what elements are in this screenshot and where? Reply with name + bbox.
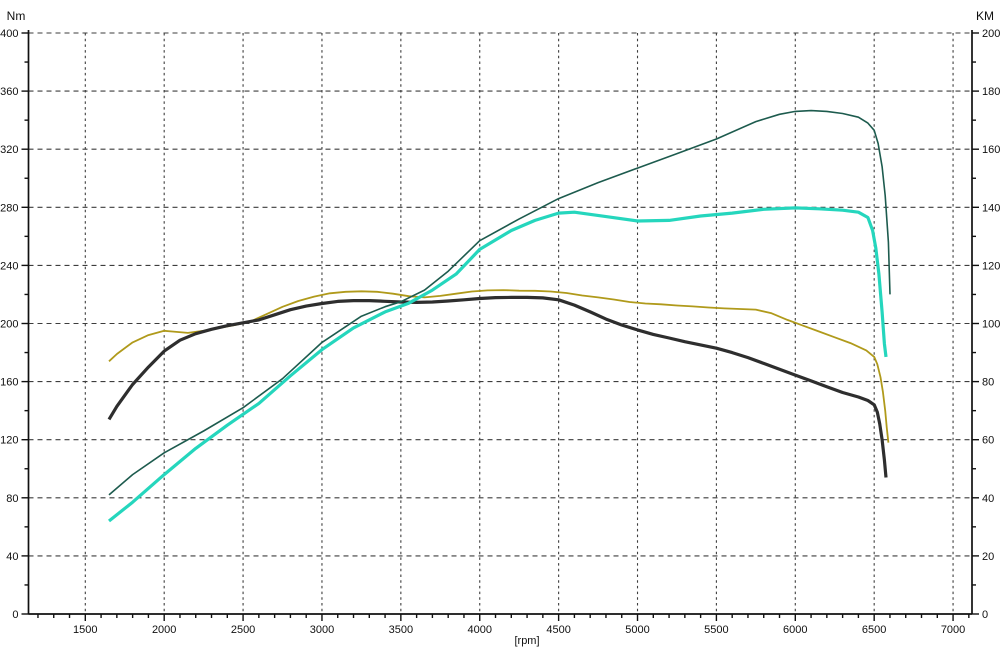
x-tick-label: 4500 bbox=[546, 624, 570, 636]
horizontal-gridlines bbox=[28, 32, 972, 557]
y-left-tick-label: 240 bbox=[0, 260, 18, 272]
y-right-tick-label: 0 bbox=[982, 609, 988, 621]
y-right-tick-label: 60 bbox=[982, 435, 994, 447]
y-left-tick-label: 120 bbox=[0, 435, 18, 447]
y-right-tick-label: 80 bbox=[982, 377, 994, 389]
axis-ticks bbox=[21, 32, 979, 621]
x-tick-label: 5500 bbox=[704, 624, 728, 636]
y-left-tick-label: 400 bbox=[0, 28, 18, 40]
x-tick-label: 5000 bbox=[625, 624, 649, 636]
y-left-tick-label: 360 bbox=[0, 86, 18, 98]
x-tick-label: 2000 bbox=[152, 624, 176, 636]
x-tick-label: 1500 bbox=[73, 624, 97, 636]
series-curves bbox=[107, 109, 891, 523]
y-right-tick-label: 120 bbox=[982, 260, 1000, 272]
y-right-tick-label: 160 bbox=[982, 144, 1000, 156]
x-tick-label: 3500 bbox=[389, 624, 413, 636]
y-right-axis-unit-label: KM bbox=[976, 9, 994, 23]
y-left-tick-label: 40 bbox=[6, 551, 18, 563]
x-tick-label: 6000 bbox=[783, 624, 807, 636]
axes bbox=[27, 30, 973, 615]
tick-labels: 0408012016020024028032036040002040608010… bbox=[0, 28, 1000, 636]
x-tick-label: 7000 bbox=[941, 624, 965, 636]
x-tick-label: 2500 bbox=[231, 624, 255, 636]
y-left-tick-label: 280 bbox=[0, 202, 18, 214]
y-left-tick-label: 320 bbox=[0, 144, 18, 156]
y-left-tick-label: 160 bbox=[0, 377, 18, 389]
y-right-tick-label: 140 bbox=[982, 202, 1000, 214]
y-right-tick-label: 40 bbox=[982, 493, 994, 505]
x-tick-label: 6500 bbox=[862, 624, 886, 636]
y-right-tick-label: 100 bbox=[982, 319, 1000, 331]
y-right-tick-label: 200 bbox=[982, 28, 1000, 40]
y-right-tick-label: 180 bbox=[982, 86, 1000, 98]
axis-unit-labels: Nm KM [rpm] bbox=[7, 9, 994, 647]
x-tick-label: 4000 bbox=[467, 624, 491, 636]
y-left-tick-label: 200 bbox=[0, 319, 18, 331]
series-torque-black bbox=[107, 295, 888, 478]
y-left-tick-label: 80 bbox=[6, 493, 18, 505]
y-left-tick-label: 0 bbox=[12, 609, 18, 621]
x-tick-label: 3000 bbox=[310, 624, 334, 636]
series-power-turquoise bbox=[108, 206, 888, 523]
y-right-tick-label: 20 bbox=[982, 551, 994, 563]
y-left-axis-unit-label: Nm bbox=[7, 9, 26, 23]
x-axis-unit-label: [rpm] bbox=[514, 635, 539, 647]
series-power-dark-green bbox=[108, 109, 891, 496]
